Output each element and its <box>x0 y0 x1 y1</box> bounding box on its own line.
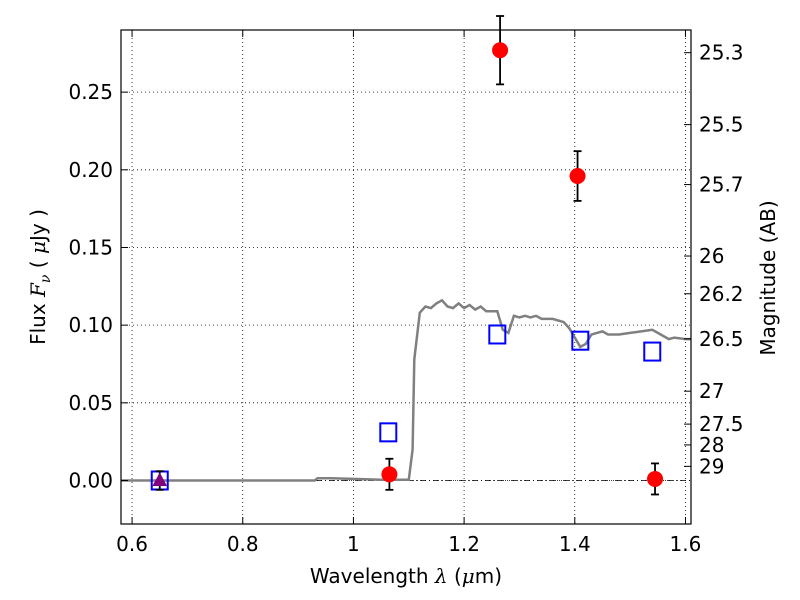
model-photometry-square <box>643 341 662 362</box>
plot-frame <box>120 29 692 525</box>
observed-flux-point <box>569 168 586 185</box>
ticks-layer: 0.6 0.8 1 1.2 1.4 1.6 0.00 0.05 0.10 0.15 0.20 0.25… <box>68 30 744 556</box>
y2-tick-label: 25.3 <box>699 41 744 65</box>
y-tick-label: 0.20 <box>68 158 113 182</box>
y2-tick-label: 27.5 <box>699 412 744 436</box>
plot-area <box>121 15 691 496</box>
x-tick-label: 0.6 <box>116 532 148 556</box>
y2-tick-label: 27 <box>699 379 724 403</box>
x-tick-label: 1.6 <box>670 532 702 556</box>
observed-flux-point <box>647 470 664 487</box>
y-tick-label: 0.25 <box>68 80 113 104</box>
y2-tick-label: 25.7 <box>699 173 744 197</box>
y2-tick-label: 26.5 <box>699 327 744 351</box>
model-photometry-square <box>571 330 590 351</box>
observed-flux-point <box>492 42 509 59</box>
observed-flux-triangle <box>152 472 168 487</box>
y2-tick-label: 28 <box>699 433 724 457</box>
x-tick-label: 1.4 <box>559 532 591 556</box>
y2-tick-label: 29 <box>699 454 724 478</box>
y-tick-label: 0.05 <box>68 391 113 415</box>
grid-layer <box>121 30 691 524</box>
model-photometry-square <box>379 422 398 443</box>
observed-flux-point <box>381 466 398 483</box>
y-axis-title: Flux Fν ( μJy ) <box>26 209 54 345</box>
x-tick-label: 1 <box>347 532 360 556</box>
y2-tick-label: 25.5 <box>699 113 744 137</box>
x-tick-label: 0.8 <box>227 532 259 556</box>
model-spectrum-line <box>121 298 691 482</box>
y2-axis-title: Magnitude (AB) <box>756 200 780 355</box>
x-tick-label: 1.2 <box>448 532 480 556</box>
y-tick-label: 0.00 <box>68 469 113 493</box>
y-tick-label: 0.10 <box>68 313 113 337</box>
y-tick-label: 0.15 <box>68 235 113 259</box>
x-axis-title: Wavelength λ (μm) <box>310 564 502 588</box>
y2-tick-label: 26.2 <box>699 282 744 306</box>
y2-tick-label: 26 <box>699 244 724 268</box>
model-photometry-square <box>488 324 507 345</box>
